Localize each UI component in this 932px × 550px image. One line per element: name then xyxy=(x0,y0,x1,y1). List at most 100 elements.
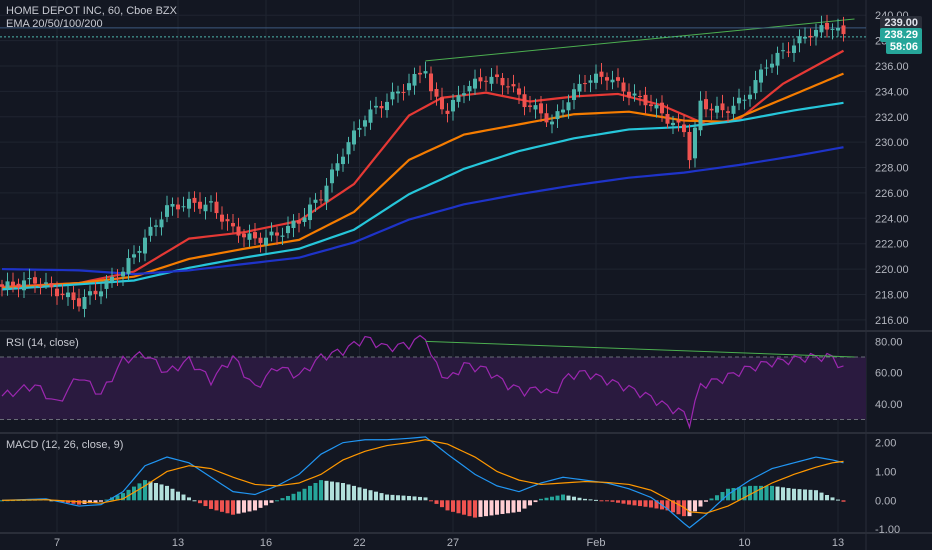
rsi-tick-label: 80.00 xyxy=(875,336,903,348)
candle-body xyxy=(764,67,769,69)
macd-histogram-bar xyxy=(242,500,246,513)
candle-body xyxy=(137,250,142,253)
candle-body xyxy=(269,231,274,236)
candle-body xyxy=(308,204,312,221)
macd-histogram-bar xyxy=(93,500,98,503)
macd-histogram-bar xyxy=(137,483,142,501)
ema-line-ema20 xyxy=(1,49,845,288)
macd-histogram-bar xyxy=(440,500,444,508)
macd-histogram-bar xyxy=(225,500,230,514)
macd-histogram-bar xyxy=(720,492,725,501)
y-tick-label: 216.00 xyxy=(875,315,909,327)
macd-histogram-bar xyxy=(231,500,235,515)
candle-body xyxy=(82,296,87,309)
macd-histogram-bar xyxy=(764,485,769,501)
candle-body xyxy=(709,108,714,111)
macd-histogram-bar xyxy=(489,500,494,516)
candle-body xyxy=(115,277,120,279)
candle-body xyxy=(819,25,824,33)
candle-body xyxy=(148,226,153,236)
candle-body xyxy=(687,131,692,161)
macd-histogram-bar xyxy=(478,500,483,517)
price-tag-last: 238.29 xyxy=(880,28,922,42)
rsi-line xyxy=(1,334,844,430)
macd-histogram-bar xyxy=(506,500,510,514)
candle-body xyxy=(319,199,323,201)
macd-histogram-bar xyxy=(632,500,637,506)
candle-body xyxy=(528,105,532,107)
candle-body xyxy=(715,105,719,113)
macd-histogram-bar xyxy=(346,484,351,501)
candle-body xyxy=(621,82,626,92)
macd-histogram-bar xyxy=(775,486,780,501)
macd-histogram-bar xyxy=(484,500,488,517)
macd-histogram-bar xyxy=(418,496,422,501)
macd-histogram-bar xyxy=(825,495,829,501)
macd-histogram-bar xyxy=(583,498,587,501)
macd-histogram-bar xyxy=(154,483,158,501)
macd-tick-label: -1.00 xyxy=(875,524,900,536)
rsi-trendline xyxy=(425,340,855,358)
candle-body xyxy=(313,199,318,203)
macd-histogram-bar xyxy=(319,480,323,501)
candle-body xyxy=(522,94,527,108)
macd-histogram-bar xyxy=(715,495,719,501)
macd-histogram-bar xyxy=(297,491,301,501)
candle-body xyxy=(110,276,114,282)
macd-histogram-bar xyxy=(115,495,120,501)
y-tick-label: 234.00 xyxy=(875,86,909,98)
macd-histogram-bar xyxy=(104,499,109,501)
macd-histogram-bar xyxy=(539,498,543,501)
candle-body xyxy=(165,205,169,217)
candle-body xyxy=(511,84,516,87)
candle-body xyxy=(830,28,835,30)
macd-tick-label: 1.00 xyxy=(875,466,896,478)
macd-histogram-bar xyxy=(814,490,818,501)
macd-histogram-bar xyxy=(302,488,307,501)
macd-histogram-bar xyxy=(264,500,268,506)
macd-histogram-bar xyxy=(434,500,439,504)
x-tick-label: 13 xyxy=(832,537,844,549)
macd-histogram-bar xyxy=(797,489,802,501)
macd-histogram-bar xyxy=(742,486,747,501)
candle-body xyxy=(676,120,681,123)
candle-body xyxy=(759,69,763,83)
macd-histogram-bar xyxy=(132,486,136,501)
y-tick-label: 222.00 xyxy=(875,239,909,251)
candle-body xyxy=(616,77,620,81)
candle-body xyxy=(456,95,461,102)
y-tick-label: 236.00 xyxy=(875,61,909,73)
macd-histogram-bar xyxy=(308,485,312,501)
countdown-tag: 58:06 xyxy=(885,40,922,54)
candle-body xyxy=(253,232,257,239)
candle-body xyxy=(654,104,659,109)
candle-body xyxy=(451,99,455,112)
macd-line xyxy=(1,436,844,529)
x-tick-label: 22 xyxy=(353,537,365,549)
macd-histogram-bar xyxy=(236,500,241,514)
candle-body xyxy=(66,292,70,298)
macd-histogram-bar xyxy=(704,500,708,502)
candle-body xyxy=(682,124,686,133)
candle-body xyxy=(825,22,829,30)
candle-body xyxy=(539,103,543,114)
macd-histogram-bar xyxy=(429,500,433,502)
candle-body xyxy=(726,111,730,113)
candle-body xyxy=(324,185,329,202)
candle-body xyxy=(632,93,637,96)
ema-line-ema100 xyxy=(1,101,844,291)
y-tick-label: 230.00 xyxy=(875,137,909,149)
y-tick-label: 220.00 xyxy=(875,264,909,276)
macd-histogram-bar xyxy=(357,487,362,501)
candle-body xyxy=(214,201,219,214)
candle-body xyxy=(192,197,197,203)
candle-body xyxy=(429,73,433,92)
macd-histogram-bar xyxy=(412,496,417,501)
candle-body xyxy=(44,282,48,284)
ema-line-ema200 xyxy=(1,146,844,276)
candle-body xyxy=(374,105,378,108)
candle-body xyxy=(660,102,664,114)
candle-body xyxy=(203,204,208,212)
macd-histogram-bar xyxy=(209,500,213,509)
